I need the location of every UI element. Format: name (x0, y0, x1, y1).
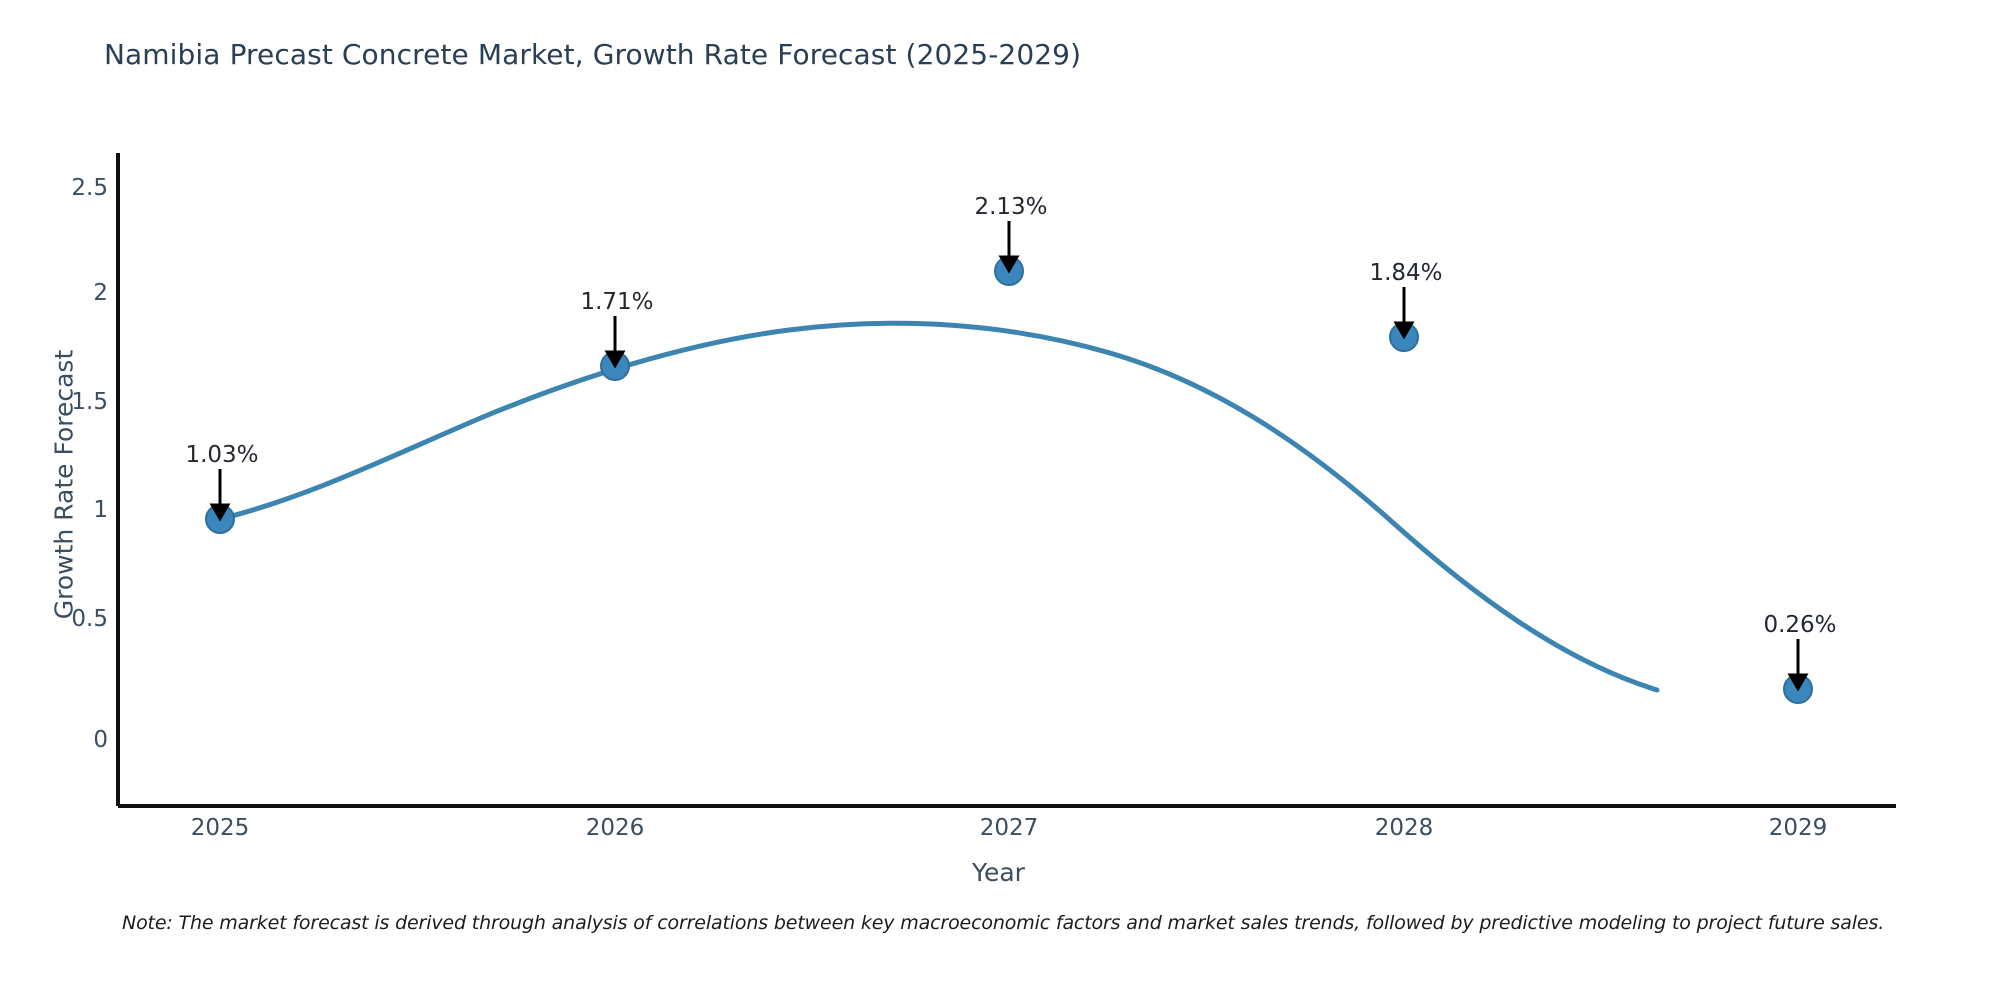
data-label-2028: 1.84% (1369, 260, 1443, 286)
chart-title: Namibia Precast Concrete Market, Growth … (104, 38, 1082, 71)
y-tick-label-2: 2 (93, 280, 108, 306)
y-tick-label-0-5: 0.5 (71, 606, 108, 632)
data-point-marker (600, 351, 630, 381)
x-tick-label-2026: 2026 (585, 815, 645, 841)
y-tick-label-2-5: 2.5 (71, 175, 108, 201)
data-point-marker (1783, 674, 1813, 704)
data-label-2026: 1.71% (580, 289, 654, 315)
data-point-marker (205, 504, 235, 534)
data-label-2025: 1.03% (185, 442, 259, 468)
chart-footnote: Note: The market forecast is derived thr… (122, 912, 1885, 934)
x-tick-label-2025: 2025 (190, 815, 250, 841)
x-tick-label-2028: 2028 (1374, 815, 1434, 841)
data-line (217, 320, 1660, 693)
x-tick-label-2027: 2027 (979, 815, 1039, 841)
y-tick-label-1: 1 (93, 497, 108, 523)
data-point-marker (1389, 322, 1419, 352)
x-tick-label-2029: 2029 (1768, 815, 1828, 841)
y-tick-label-1-5: 1.5 (71, 389, 108, 415)
x-axis-title-text: Year (972, 858, 1025, 887)
x-axis-title: Year (0, 858, 2000, 887)
y-tick-label-0: 0 (93, 727, 108, 753)
data-label-2027: 2.13% (974, 194, 1048, 220)
data-point-marker (994, 256, 1024, 286)
data-label-2029: 0.26% (1763, 612, 1837, 638)
